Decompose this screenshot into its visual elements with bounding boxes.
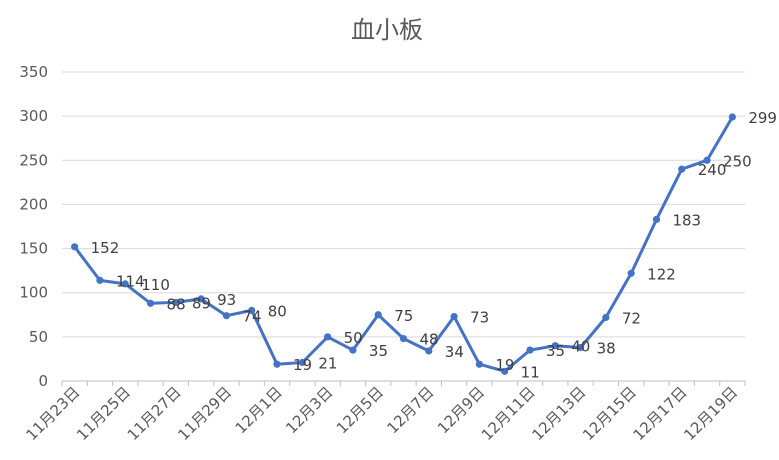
x-tick-label: 11月23日 bbox=[23, 383, 84, 444]
data-label: 50 bbox=[344, 329, 363, 347]
data-point bbox=[273, 360, 281, 368]
data-label: 93 bbox=[217, 291, 236, 309]
data-label: 48 bbox=[420, 331, 439, 349]
data-label: 299 bbox=[748, 109, 777, 127]
y-tick-label: 50 bbox=[29, 328, 48, 346]
y-tick-label: 200 bbox=[19, 195, 48, 213]
y-axis: 0 50 100 150 200 250 300 350 bbox=[19, 63, 48, 390]
x-tick-label: 12月19日 bbox=[680, 383, 741, 444]
data-label: 21 bbox=[318, 354, 337, 372]
data-point bbox=[602, 313, 610, 322]
data-point bbox=[728, 113, 736, 121]
data-label: 122 bbox=[647, 265, 676, 283]
x-tick-label: 11月27日 bbox=[124, 383, 185, 444]
data-label: 34 bbox=[445, 343, 464, 361]
data-label: 88 bbox=[167, 295, 186, 313]
y-tick-label: 300 bbox=[19, 107, 48, 125]
y-tick-label: 350 bbox=[19, 63, 48, 81]
x-tick-label: 12月15日 bbox=[579, 383, 640, 444]
data-label: 35 bbox=[546, 342, 565, 360]
data-label: 89 bbox=[192, 294, 211, 312]
y-tick-label: 0 bbox=[38, 372, 48, 390]
data-point bbox=[121, 280, 129, 288]
data-point bbox=[627, 269, 635, 277]
data-point bbox=[425, 347, 433, 355]
data-point bbox=[501, 367, 509, 375]
x-tick-label: 12月17日 bbox=[630, 383, 691, 444]
x-tick-label: 12月1日 bbox=[232, 383, 286, 437]
data-point bbox=[399, 335, 408, 343]
data-point bbox=[703, 156, 711, 164]
gridlines bbox=[62, 71, 745, 382]
data-label: 19 bbox=[293, 356, 312, 374]
data-label: 72 bbox=[622, 309, 641, 327]
data-point bbox=[248, 306, 256, 314]
data-point bbox=[172, 298, 180, 307]
chart-title: 血小板 bbox=[351, 16, 423, 44]
data-point bbox=[96, 276, 104, 284]
data-point bbox=[450, 312, 458, 321]
x-axis: 11月23日11月25日11月27日11月29日12月1日12月3日12月5日1… bbox=[23, 381, 746, 444]
data-point bbox=[324, 333, 332, 341]
data-point bbox=[71, 243, 79, 251]
x-tick-label: 11月29日 bbox=[174, 383, 235, 444]
data-point bbox=[678, 165, 686, 173]
y-tick-label: 250 bbox=[19, 151, 48, 169]
data-label: 110 bbox=[141, 276, 170, 294]
data-label: 240 bbox=[698, 161, 727, 179]
data-label: 152 bbox=[91, 239, 120, 257]
series-group bbox=[71, 113, 736, 375]
data-label: 75 bbox=[394, 307, 413, 325]
data-point bbox=[197, 295, 205, 303]
data-label: 11 bbox=[521, 363, 540, 381]
x-tick-label: 12月5日 bbox=[333, 383, 387, 437]
x-tick-label: 12月13日 bbox=[528, 383, 589, 444]
y-tick-label: 100 bbox=[19, 284, 48, 302]
x-tick-label: 11月25日 bbox=[73, 383, 134, 444]
data-point bbox=[349, 346, 357, 354]
data-label: 38 bbox=[597, 339, 616, 357]
data-label: 74 bbox=[242, 308, 261, 326]
data-label: 35 bbox=[369, 342, 388, 360]
data-point bbox=[652, 215, 661, 224]
data-point bbox=[526, 346, 534, 354]
data-label: 73 bbox=[470, 309, 489, 327]
data-point bbox=[475, 360, 483, 368]
data-label: 250 bbox=[723, 152, 752, 170]
data-point bbox=[298, 358, 306, 367]
data-label: 19 bbox=[495, 356, 514, 374]
x-tick-label: 12月3日 bbox=[282, 383, 336, 437]
y-tick-label: 150 bbox=[19, 240, 48, 258]
x-tick-label: 12月7日 bbox=[383, 383, 437, 437]
data-label: 80 bbox=[268, 302, 287, 320]
data-point bbox=[576, 343, 585, 352]
data-point bbox=[146, 299, 155, 307]
data-point bbox=[222, 312, 231, 320]
data-point bbox=[551, 342, 559, 350]
data-label: 40 bbox=[571, 338, 590, 356]
series-line bbox=[73, 115, 734, 373]
data-label: 183 bbox=[672, 211, 701, 229]
data-label: 114 bbox=[116, 272, 145, 290]
data-point bbox=[374, 311, 382, 319]
x-tick-label: 12月11日 bbox=[478, 383, 539, 444]
